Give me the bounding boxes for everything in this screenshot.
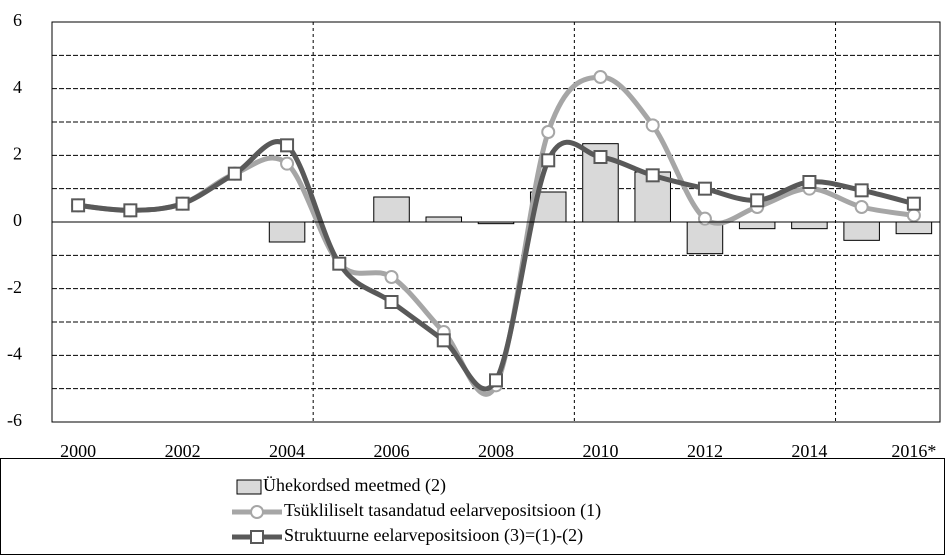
point xyxy=(854,183,869,198)
point xyxy=(802,175,817,189)
point xyxy=(541,125,556,139)
y-tick-label: 6 xyxy=(13,10,22,30)
point xyxy=(280,156,295,171)
point xyxy=(593,150,608,164)
x-tick-label: 2008 xyxy=(478,441,514,461)
x-tick-label: 2014 xyxy=(791,441,827,461)
x-tick-label: 2002 xyxy=(165,441,201,461)
point xyxy=(436,333,451,348)
bar xyxy=(425,216,463,223)
plot-frame xyxy=(51,21,941,423)
legend-marker xyxy=(250,530,264,544)
bar xyxy=(791,221,828,230)
x-tick-label: 2006 xyxy=(374,441,410,461)
x-tick-label: 2016* xyxy=(891,441,936,461)
y-tick-label: -6 xyxy=(7,410,22,430)
point xyxy=(645,118,660,133)
point xyxy=(227,166,242,181)
x-tick-label: 2004 xyxy=(269,441,305,461)
bar xyxy=(895,221,933,235)
bar xyxy=(373,196,410,223)
point xyxy=(697,181,712,196)
point xyxy=(854,200,869,214)
legend-box xyxy=(0,458,945,555)
point xyxy=(750,193,765,208)
point xyxy=(593,70,608,84)
point xyxy=(332,256,347,271)
point xyxy=(906,208,921,223)
point xyxy=(280,138,295,153)
y-tick-label: 2 xyxy=(13,143,22,163)
bar xyxy=(843,221,880,241)
y-tick-label: 4 xyxy=(13,77,22,97)
point xyxy=(384,295,399,309)
point xyxy=(697,211,712,226)
y-tick-label: 0 xyxy=(13,210,22,230)
legend-label: Tsükliliselt tasandatud eelarvepositsioo… xyxy=(284,500,601,521)
legend-label: Ühekordsed meetmed (2) xyxy=(263,475,446,496)
bar xyxy=(738,221,776,230)
point xyxy=(645,168,660,183)
x-tick-label: 2012 xyxy=(687,441,723,461)
legend-marker xyxy=(250,505,264,519)
point xyxy=(541,153,556,168)
point xyxy=(123,203,138,218)
x-tick-label: 2000 xyxy=(60,441,96,461)
line xyxy=(77,74,915,397)
point xyxy=(71,198,86,213)
bar xyxy=(686,221,724,255)
y-tick-label: -4 xyxy=(7,343,22,363)
y-tick-label: -2 xyxy=(7,277,22,297)
legend-swatch xyxy=(236,479,262,495)
point xyxy=(906,196,921,211)
line xyxy=(77,139,915,392)
point xyxy=(489,373,503,388)
bar xyxy=(268,221,306,243)
x-tick-label: 2010 xyxy=(582,441,618,461)
point xyxy=(175,196,190,211)
legend-label: Struktuurne eelarvepositsioon (3)=(1)-(2… xyxy=(284,525,583,546)
point xyxy=(384,270,399,284)
